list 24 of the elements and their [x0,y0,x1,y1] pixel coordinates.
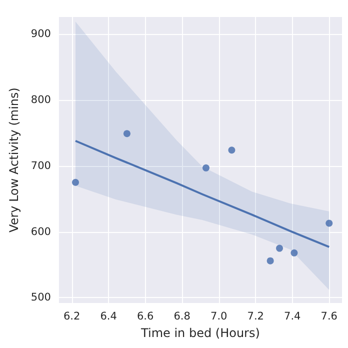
point [326,220,333,227]
y-tick-label: 800 [30,94,51,106]
x-tick-label: 7.2 [247,310,264,322]
point [72,178,79,186]
point [276,244,284,252]
x-tick-label: 6.2 [63,310,80,322]
x-tick-label: 6.8 [174,310,190,322]
x-tick-label: 7.6 [320,310,338,322]
line-series [74,140,330,248]
y-tick-label: 500 [30,292,51,304]
point [123,130,130,138]
point [290,249,298,256]
x-axis-title: Time in bed (Hours) [140,326,260,340]
x-tick-label: 6.6 [136,310,154,322]
y-tick-label: 700 [30,160,51,172]
point [228,146,236,154]
x-tick-label: 6.4 [100,310,118,322]
y-axis-title: Very Low Activity (mins) [7,88,21,232]
point [266,257,274,264]
y-tick-label: 900 [30,28,51,40]
x-tick-label: 7.0 [210,310,228,322]
x-tick-label: 7.4 [284,310,302,322]
point [202,164,210,172]
y-tick-label: 600 [30,226,51,238]
